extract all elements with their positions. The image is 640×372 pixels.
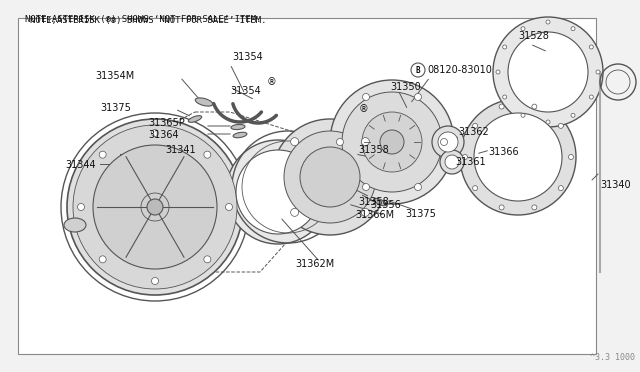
Text: 31358: 31358: [358, 145, 388, 155]
Circle shape: [291, 138, 299, 146]
Circle shape: [272, 119, 388, 235]
Circle shape: [342, 92, 442, 192]
Circle shape: [546, 20, 550, 24]
Circle shape: [493, 17, 603, 127]
Text: 31361: 31361: [455, 157, 486, 167]
Circle shape: [463, 154, 467, 160]
Circle shape: [571, 113, 575, 117]
Text: 31528: 31528: [518, 31, 549, 41]
Text: 08120-83010: 08120-83010: [427, 65, 492, 75]
Circle shape: [472, 124, 477, 128]
Circle shape: [337, 138, 344, 145]
Circle shape: [93, 145, 217, 269]
Circle shape: [445, 155, 459, 169]
Circle shape: [147, 199, 163, 215]
Circle shape: [521, 27, 525, 31]
Circle shape: [152, 129, 159, 137]
Circle shape: [204, 151, 211, 158]
Circle shape: [472, 186, 477, 191]
Circle shape: [67, 119, 243, 295]
Circle shape: [546, 120, 550, 124]
Circle shape: [362, 112, 422, 172]
Ellipse shape: [231, 125, 245, 129]
Circle shape: [362, 138, 369, 146]
Text: ®: ®: [359, 104, 369, 114]
Circle shape: [532, 205, 537, 210]
Circle shape: [499, 205, 504, 210]
Circle shape: [499, 104, 504, 109]
Ellipse shape: [188, 116, 202, 122]
Circle shape: [558, 124, 563, 128]
Ellipse shape: [195, 98, 212, 106]
Circle shape: [226, 140, 330, 244]
Circle shape: [568, 154, 573, 160]
Text: 31350: 31350: [390, 82, 420, 92]
Circle shape: [73, 125, 237, 289]
Circle shape: [411, 63, 425, 77]
Text: 31362: 31362: [458, 127, 489, 137]
Circle shape: [284, 131, 376, 223]
Text: 31366M: 31366M: [355, 210, 394, 220]
Circle shape: [508, 32, 588, 112]
Circle shape: [152, 278, 159, 285]
Text: NOTE;ASTERISK (®) SHOWS ‘NOT FOR SALE’ ITEM.: NOTE;ASTERISK (®) SHOWS ‘NOT FOR SALE’ I…: [25, 15, 262, 24]
Circle shape: [236, 150, 320, 234]
Circle shape: [204, 256, 211, 263]
Text: 31375: 31375: [100, 103, 131, 113]
Circle shape: [77, 203, 84, 211]
Circle shape: [438, 132, 458, 152]
Circle shape: [589, 45, 593, 49]
Circle shape: [502, 45, 507, 49]
Text: ®: ®: [267, 77, 277, 87]
Circle shape: [596, 70, 600, 74]
Circle shape: [225, 203, 232, 211]
Circle shape: [300, 147, 360, 207]
Circle shape: [460, 99, 576, 215]
Text: 31354M: 31354M: [95, 71, 134, 81]
Circle shape: [571, 27, 575, 31]
Circle shape: [362, 183, 369, 190]
Circle shape: [362, 208, 369, 217]
Circle shape: [440, 138, 447, 145]
Text: 31354: 31354: [230, 86, 260, 96]
Text: ^3.3 1000: ^3.3 1000: [590, 353, 635, 362]
Circle shape: [291, 208, 299, 217]
Text: 31358: 31358: [358, 197, 388, 207]
Text: NOTE;ASTERISK (®) SHOWS ‘NOT FOR SALE’ ITEM.: NOTE;ASTERISK (®) SHOWS ‘NOT FOR SALE’ I…: [30, 16, 266, 25]
Text: 31366: 31366: [488, 147, 518, 157]
Ellipse shape: [64, 218, 86, 232]
Circle shape: [415, 93, 422, 100]
Circle shape: [380, 130, 404, 154]
Circle shape: [99, 256, 106, 263]
Circle shape: [532, 104, 537, 109]
Circle shape: [440, 150, 464, 174]
Circle shape: [474, 113, 562, 201]
Circle shape: [99, 151, 106, 158]
Circle shape: [521, 113, 525, 117]
Text: 31356: 31356: [370, 200, 401, 210]
Ellipse shape: [374, 198, 387, 206]
Text: 31340: 31340: [600, 180, 630, 190]
Circle shape: [330, 80, 454, 204]
Circle shape: [432, 126, 464, 158]
Text: 31341: 31341: [165, 145, 196, 155]
Text: 31365P: 31365P: [148, 118, 185, 128]
Text: 31364: 31364: [148, 130, 179, 140]
Ellipse shape: [233, 132, 247, 138]
Circle shape: [558, 186, 563, 191]
Text: 31344: 31344: [65, 160, 95, 170]
Text: B: B: [416, 65, 420, 74]
Text: 31375: 31375: [405, 209, 436, 219]
Circle shape: [589, 95, 593, 99]
Circle shape: [496, 70, 500, 74]
Text: 31362M: 31362M: [295, 259, 334, 269]
Circle shape: [362, 93, 369, 100]
Text: 31354: 31354: [232, 52, 263, 62]
Circle shape: [415, 183, 422, 190]
Circle shape: [502, 95, 507, 99]
